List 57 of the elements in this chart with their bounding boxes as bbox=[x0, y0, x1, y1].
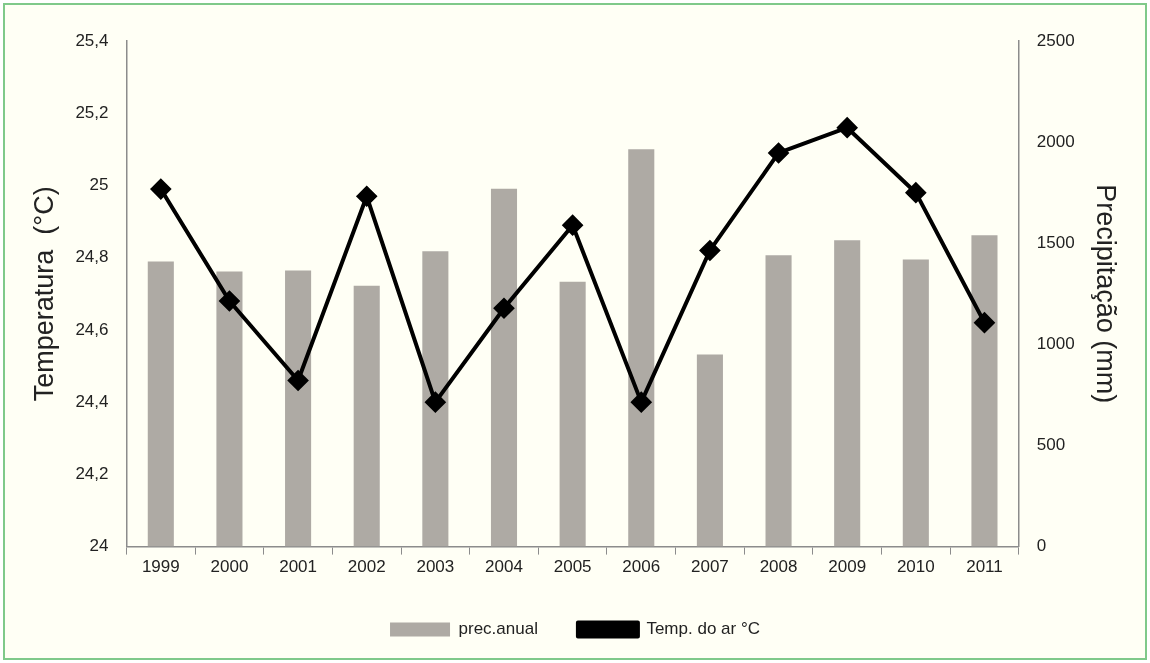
bar bbox=[353, 285, 380, 547]
y-tick-label: 24,6 bbox=[75, 319, 109, 339]
y-tick-label: 24,8 bbox=[75, 247, 109, 267]
x-tick-label: 2003 bbox=[416, 557, 455, 577]
bar bbox=[216, 271, 243, 547]
x-tick-label: 2007 bbox=[691, 557, 729, 577]
point bbox=[356, 186, 377, 207]
legend-label: prec.anual bbox=[458, 619, 538, 639]
y2-tick-label: 500 bbox=[1036, 435, 1066, 455]
y2-tick-label: 1500 bbox=[1036, 232, 1075, 252]
x-tick-label: 2011 bbox=[966, 557, 1003, 577]
point bbox=[288, 370, 309, 391]
bar bbox=[765, 255, 792, 547]
point bbox=[425, 392, 446, 413]
x-tick-label: 1999 bbox=[141, 557, 180, 577]
x-tick-label: 2010 bbox=[896, 557, 935, 577]
y2-tick-label: 2000 bbox=[1036, 131, 1075, 151]
y-axis-title: Temperatura (°C) bbox=[28, 186, 59, 402]
y2-axis-title: Precipitação (mm) bbox=[1091, 184, 1122, 404]
x-tick-label: 2006 bbox=[622, 557, 661, 577]
y2-tick-label: 1000 bbox=[1036, 334, 1075, 354]
y2-tick-label: 2500 bbox=[1036, 30, 1075, 50]
point bbox=[219, 291, 240, 312]
point bbox=[837, 117, 858, 138]
bar bbox=[147, 261, 174, 547]
point bbox=[150, 179, 171, 200]
point bbox=[974, 312, 995, 333]
y-tick-label: 24,4 bbox=[75, 391, 109, 411]
bar bbox=[628, 149, 655, 547]
x-tick-label: 2002 bbox=[347, 557, 386, 577]
point bbox=[768, 142, 789, 163]
y2-tick-label: 0 bbox=[1036, 536, 1047, 556]
point bbox=[905, 182, 926, 203]
bar bbox=[422, 251, 449, 547]
y-tick-label: 25 bbox=[89, 175, 109, 195]
x-tick-label: 2004 bbox=[485, 557, 523, 577]
legend-label: Temp. do ar °C bbox=[646, 619, 760, 639]
bar bbox=[696, 354, 723, 547]
bar bbox=[559, 281, 586, 547]
y-tick-label: 24,2 bbox=[75, 464, 109, 484]
bar bbox=[902, 259, 929, 547]
bar bbox=[285, 270, 312, 547]
bar bbox=[834, 240, 861, 547]
point bbox=[699, 240, 720, 261]
y-tick-label: 24 bbox=[89, 536, 109, 556]
bar bbox=[490, 188, 518, 547]
y-tick-label: 25,2 bbox=[75, 102, 109, 122]
point bbox=[562, 215, 583, 236]
x-tick-label: 2001 bbox=[279, 557, 317, 577]
x-tick-label: 2008 bbox=[759, 557, 798, 577]
x-tick-label: 2005 bbox=[553, 557, 592, 577]
point bbox=[631, 392, 652, 413]
x-tick-label: 2009 bbox=[828, 557, 867, 577]
y-tick-label: 25,4 bbox=[75, 30, 109, 50]
point bbox=[494, 298, 514, 319]
x-tick-label: 2000 bbox=[210, 557, 249, 577]
bar bbox=[971, 235, 998, 547]
